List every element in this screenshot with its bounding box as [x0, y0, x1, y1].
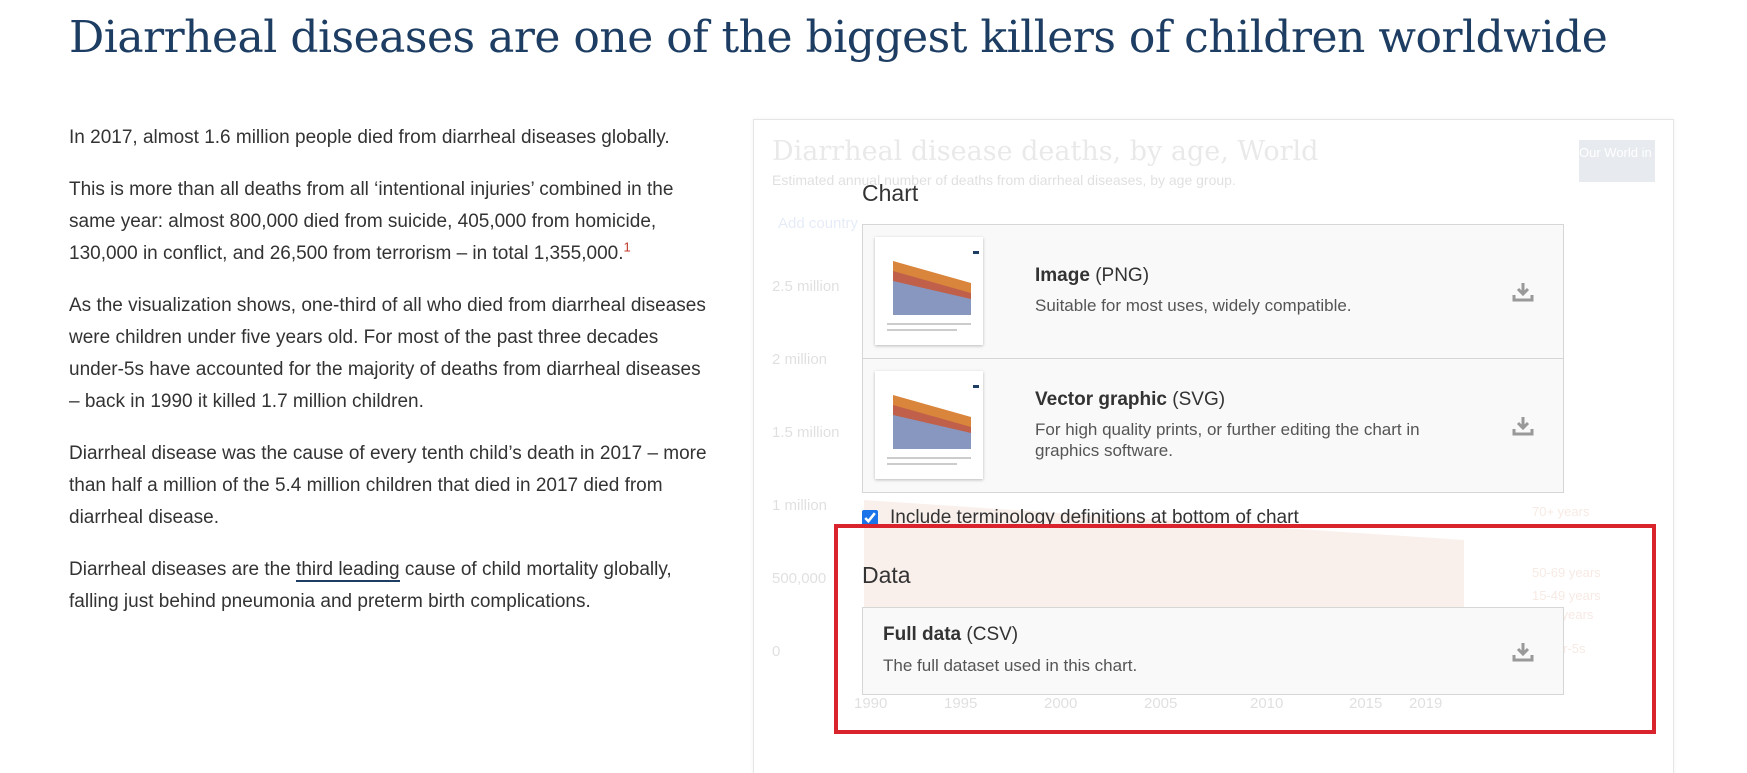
- option-description: For high quality prints, or further edit…: [1035, 420, 1420, 460]
- x-tick-label: 1990: [854, 695, 888, 712]
- paragraph: As the visualization shows, one-third of…: [69, 290, 709, 418]
- x-tick-label: 2000: [1044, 695, 1078, 712]
- y-tick-label: 0: [772, 643, 781, 660]
- legend-label: 50-69 years: [1532, 565, 1601, 580]
- legend-label: 70+ years: [1532, 504, 1590, 519]
- article: In 2017, almost 1.6 million people died …: [69, 122, 709, 638]
- footnote[interactable]: 1: [623, 239, 631, 255]
- thumbnail: [875, 237, 983, 345]
- paragraph: Diarrheal diseases are the third leading…: [69, 554, 709, 618]
- option-name: Vector graphic (SVG): [1035, 389, 1226, 410]
- chart-title: Diarrheal disease deaths, by age, World: [772, 136, 1319, 167]
- option-description: Suitable for most uses, widely compatibl…: [1035, 296, 1352, 315]
- option-name: Image (PNG): [1035, 265, 1150, 286]
- paragraph-text: Diarrheal diseases are the: [69, 559, 297, 580]
- option-name: Full data (CSV): [883, 624, 1019, 645]
- x-tick-label: 1995: [944, 695, 978, 712]
- y-tick-label: 500,000: [772, 570, 827, 587]
- y-tick-label: 2.5 million: [772, 278, 840, 295]
- x-tick-label: 2005: [1144, 695, 1178, 712]
- paragraph-text: As the visualization shows, one-third of…: [69, 295, 706, 412]
- paragraph: Diarrheal disease was the cause of every…: [69, 438, 709, 534]
- paragraph-text: Diarrheal disease was the cause of every…: [69, 443, 707, 528]
- paragraph-text: This is more than all deaths from all ‘i…: [69, 179, 674, 264]
- download-option[interactable]: Vector graphic (SVG) For high quality pr…: [862, 358, 1564, 493]
- download-modal: Chart Image (PNG) Suitable for most uses…: [754, 120, 1673, 773]
- download-icon[interactable]: [1511, 640, 1535, 664]
- chart-panel: Diarrheal disease deaths, by age, World …: [753, 119, 1674, 773]
- link[interactable]: third leading: [296, 559, 400, 582]
- paragraph: This is more than all deaths from all ‘i…: [69, 174, 709, 270]
- y-tick-label: 1.5 million: [772, 424, 840, 441]
- paragraph-text: cause of child mortality globally, falli…: [69, 559, 672, 612]
- option-description: The full dataset used in this chart.: [883, 656, 1138, 675]
- checkbox-row[interactable]: Include terminology definitions at botto…: [862, 507, 1299, 529]
- thumbnail-image: [887, 251, 979, 331]
- download-icon[interactable]: [1511, 414, 1535, 438]
- thumbnail-image: [887, 385, 979, 465]
- checkbox[interactable]: [862, 510, 878, 526]
- x-tick-label: 2019: [1409, 695, 1443, 712]
- download-option[interactable]: Full data (CSV) The full dataset used in…: [862, 607, 1564, 695]
- checkbox-label: Include terminology definitions at botto…: [890, 507, 1299, 528]
- logo: Our World in Data: [1579, 140, 1673, 182]
- legend-label: 15-49 years: [1532, 588, 1601, 603]
- section-heading: Data: [862, 562, 911, 588]
- y-tick-label: 1 million: [772, 497, 828, 514]
- x-tick-label: 2015: [1349, 695, 1383, 712]
- download-option[interactable]: Image (PNG) Suitable for most uses, wide…: [862, 224, 1564, 359]
- x-tick-label: 2010: [1250, 695, 1284, 712]
- section-heading: Chart: [862, 180, 919, 206]
- page-title: Diarrheal diseases are one of the bigges…: [69, 12, 1608, 63]
- y-tick-label: 2 million: [772, 351, 828, 368]
- download-icon[interactable]: [1511, 280, 1535, 304]
- thumbnail: [875, 371, 983, 479]
- highlight-box: [834, 524, 1656, 734]
- paragraph: In 2017, almost 1.6 million people died …: [69, 122, 709, 154]
- add-country[interactable]: Add country: [778, 215, 859, 232]
- chart-subtitle: Estimated annual number of deaths from d…: [772, 172, 1236, 188]
- paragraph-text: In 2017, almost 1.6 million people died …: [69, 127, 670, 148]
